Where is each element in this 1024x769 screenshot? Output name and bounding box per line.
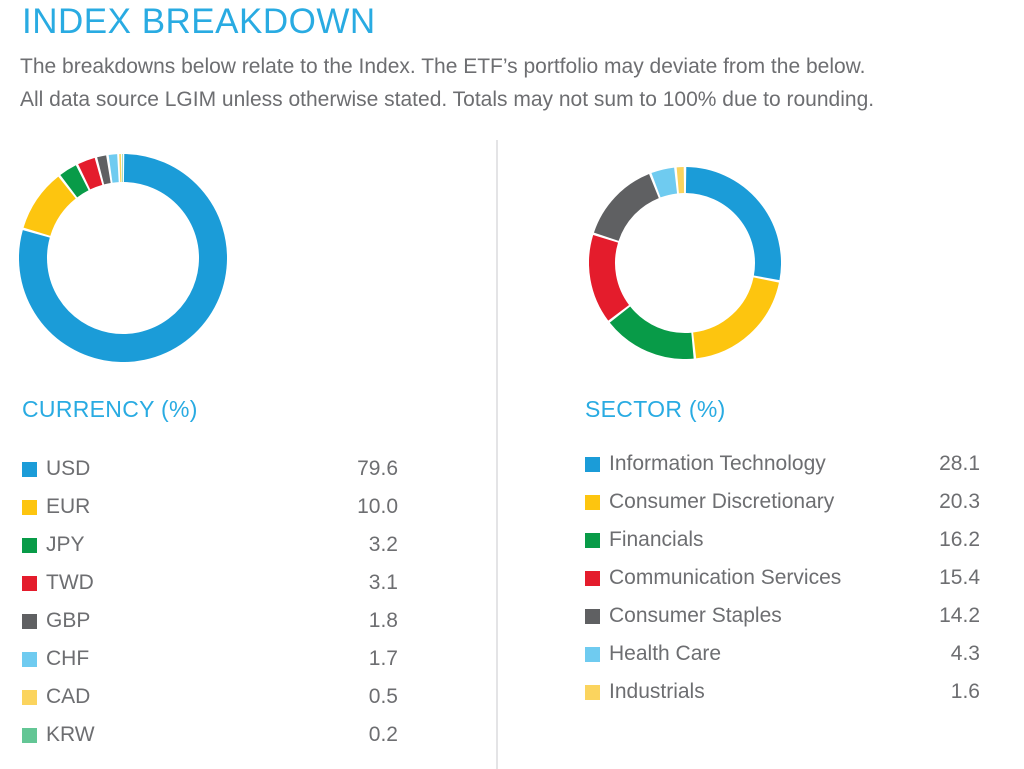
legend-value: 1.8 (368, 609, 398, 632)
legend-label: Consumer Discretionary (609, 490, 835, 513)
donut-svg (589, 167, 781, 359)
donut-segment (97, 155, 111, 185)
legend-value: 15.4 (939, 566, 980, 589)
legend-value: 1.6 (950, 680, 980, 703)
currency-heading: CURRENCY (%) (22, 396, 198, 422)
page-subtitle-line2: All data source LGIM unless otherwise st… (20, 88, 875, 111)
currency-donut-chart (19, 153, 227, 367)
legend-label: EUR (46, 495, 91, 518)
legend-label: Health Care (609, 642, 722, 665)
legend-value: 20.3 (939, 490, 980, 513)
legend-label: Financials (609, 528, 704, 551)
legend-swatch-icon (22, 689, 37, 705)
legend-row: KRW 0.2 (22, 716, 398, 754)
legend-value: 3.2 (368, 533, 398, 556)
legend-label: Communication Services (609, 566, 842, 589)
legend-label: TWD (46, 571, 94, 594)
legend-value: 3.1 (368, 571, 398, 594)
legend-label: CHF (46, 647, 90, 670)
currency-legend: USD 79.6 EUR 10.0 JPY 3.2 TWD 3.1 GBP 1.8 CHF 1.7 CA… (22, 450, 398, 754)
donut-segment (78, 157, 103, 190)
legend-label: JPY (46, 533, 85, 556)
legend-row: Consumer Discretionary 20.3 (585, 483, 980, 521)
legend-row: JPY 3.2 (22, 526, 398, 564)
legend-row: EUR 10.0 (22, 488, 398, 526)
legend-row: Information Technology 28.1 (585, 445, 980, 483)
donut-segment (651, 167, 678, 198)
legend-label: Information Technology (609, 452, 826, 475)
legend-swatch-icon (585, 684, 600, 700)
legend-swatch-icon (585, 646, 600, 662)
legend-swatch-icon (22, 537, 37, 553)
donut-svg (19, 153, 227, 362)
donut-segment (593, 173, 660, 242)
legend-swatch-icon (22, 727, 37, 743)
sector-section: SECTOR (%) Information Technology 28.1 Con… (585, 0, 980, 769)
donut-segment (23, 176, 77, 237)
legend-value: 10.0 (357, 495, 398, 518)
legend-swatch-icon (585, 570, 600, 586)
legend-swatch-icon (22, 575, 37, 591)
legend-swatch-icon (585, 608, 600, 624)
donut-segment (589, 235, 630, 321)
legend-row: Financials 16.2 (585, 521, 980, 559)
legend-swatch-icon (22, 613, 37, 629)
legend-row: USD 79.6 (22, 450, 398, 488)
column-divider (496, 140, 498, 769)
legend-row: Health Care 4.3 (585, 635, 980, 673)
legend-value: 4.3 (950, 642, 980, 665)
legend-row: Communication Services 15.4 (585, 559, 980, 597)
page-subtitle: The breakdowns below relate to the Index… (20, 50, 1020, 116)
legend-label: Industrials (609, 680, 705, 703)
donut-segment (692, 276, 779, 359)
legend-row: CHF 1.7 (22, 640, 398, 678)
legend-swatch-icon (585, 494, 600, 510)
legend-row: Consumer Staples 14.2 (585, 597, 980, 635)
legend-value: 1.7 (368, 647, 398, 670)
legend-row: Industrials 1.6 (585, 673, 980, 711)
legend-label: CAD (46, 685, 91, 708)
page-title: INDEX BREAKDOWN (22, 2, 376, 41)
legend-value: 16.2 (939, 528, 980, 551)
legend-swatch-icon (22, 651, 37, 667)
currency-section: CURRENCY (%) USD 79.6 EUR 10.0 JPY 3.2 TWD 3.1 G… (19, 0, 398, 769)
legend-value: 14.2 (939, 604, 980, 627)
donut-segment (108, 154, 119, 183)
legend-swatch-icon (22, 461, 37, 477)
donut-segment (609, 306, 694, 359)
donut-segment (60, 165, 89, 198)
legend-row: CAD 0.5 (22, 678, 398, 716)
legend-value: 79.6 (357, 457, 398, 480)
sector-donut-chart (589, 167, 781, 364)
page-subtitle-line1: The breakdowns below relate to the Index… (20, 55, 866, 78)
sector-heading: SECTOR (%) (585, 396, 726, 422)
legend-row: GBP 1.8 (22, 602, 398, 640)
sector-legend: Information Technology 28.1 Consumer Discr… (585, 445, 980, 711)
legend-label: USD (46, 457, 91, 480)
legend-value: 0.2 (368, 723, 398, 746)
legend-swatch-icon (585, 532, 600, 548)
legend-value: 0.5 (368, 685, 398, 708)
legend-swatch-icon (585, 456, 600, 472)
legend-label: GBP (46, 609, 91, 632)
legend-label: KRW (46, 723, 95, 746)
legend-row: TWD 3.1 (22, 564, 398, 602)
legend-label: Consumer Staples (609, 604, 782, 627)
legend-swatch-icon (22, 499, 37, 515)
legend-value: 28.1 (939, 452, 980, 475)
donut-segment (685, 167, 781, 281)
donut-segment (19, 154, 227, 362)
